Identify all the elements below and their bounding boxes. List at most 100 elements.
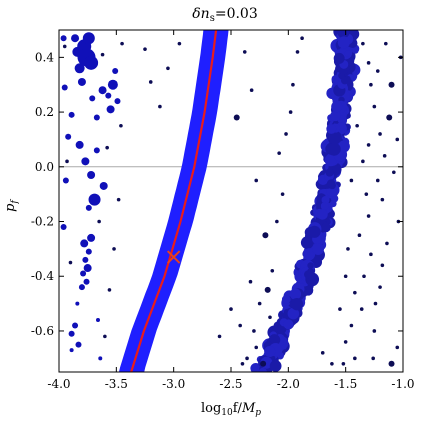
scatter-point: [375, 178, 380, 183]
cluster-point: [87, 171, 96, 180]
dark-band-point: [337, 30, 350, 39]
dark-band-point: [300, 236, 314, 250]
scatter-point: [395, 137, 400, 142]
cluster-point: [95, 318, 100, 323]
scatter-point: [369, 252, 373, 257]
scatter-point: [275, 219, 279, 224]
scatter-point: [148, 80, 153, 84]
scatter-point: [177, 41, 182, 46]
cluster-point: [77, 77, 86, 86]
scatter-point: [295, 50, 300, 54]
scatter-point: [371, 356, 375, 361]
cluster-point: [88, 193, 101, 206]
left-clusters: [60, 32, 121, 361]
scatter-point: [364, 192, 369, 196]
scatter-point: [375, 69, 380, 73]
dark-band-point: [302, 248, 316, 261]
chart-title: δns=0.03: [192, 6, 258, 24]
scatter-point: [343, 340, 348, 344]
cluster-point: [71, 34, 80, 43]
scatter-point: [372, 104, 377, 109]
cluster-point: [68, 330, 75, 337]
bright-band: [118, 30, 229, 372]
scatter-point: [120, 41, 124, 46]
y-tick-label: -0.4: [31, 269, 55, 283]
cluster-point: [105, 92, 112, 99]
cluster-point: [89, 95, 96, 102]
scatter-point: [386, 114, 393, 121]
dark-band-point: [307, 262, 314, 269]
scatter-point: [252, 329, 256, 333]
cluster-point: [60, 35, 67, 42]
scatter-point: [353, 356, 357, 361]
scatter-point: [341, 361, 346, 366]
dark-band-point: [321, 195, 330, 205]
dark-band-point: [331, 101, 343, 113]
scatter-point: [257, 301, 262, 306]
scatter-point: [349, 178, 354, 183]
scatter-point: [330, 361, 334, 366]
scatter-point: [395, 345, 400, 350]
cluster-point: [98, 86, 107, 95]
cluster-point: [61, 84, 68, 91]
cluster-point: [60, 223, 67, 230]
cluster-point: [75, 341, 82, 348]
scatter-point: [264, 286, 271, 293]
y-tick-label: 0.0: [35, 160, 54, 174]
scatter-point: [248, 279, 253, 284]
scatter-point: [100, 52, 105, 57]
dark-band-point: [304, 270, 313, 279]
dark-band-point: [258, 367, 267, 372]
scatter-point: [380, 197, 385, 202]
dark-band-point: [287, 307, 300, 320]
scatter-point: [366, 143, 371, 147]
cluster-point: [81, 157, 90, 166]
scatter-point: [229, 307, 233, 311]
scatter-point: [343, 274, 348, 279]
scatter-point: [288, 110, 293, 114]
cluster-point: [83, 278, 90, 285]
scatter-point: [355, 123, 359, 128]
scatter-point: [249, 88, 254, 92]
scatter-point: [277, 151, 281, 155]
scatter-point: [254, 178, 259, 183]
dark-band-point: [325, 168, 334, 177]
scatter-point: [346, 247, 350, 251]
scatter-point: [240, 361, 245, 366]
y-tick-label: 0.2: [35, 105, 54, 119]
cluster-point: [78, 284, 85, 291]
scatter-point: [268, 315, 272, 320]
scatter-point: [107, 288, 112, 292]
scatter-points: [62, 36, 403, 367]
dark-band-point: [344, 50, 351, 57]
cluster-point: [99, 181, 108, 190]
scatter-point: [372, 329, 377, 333]
red-curve: [130, 30, 218, 372]
cluster-point: [68, 111, 75, 118]
y-axis-label: pf: [3, 199, 20, 212]
x-tick-label: -1.0: [391, 377, 414, 391]
cluster-point: [65, 133, 72, 140]
scatter-point: [284, 132, 288, 136]
dark-band-point: [289, 288, 302, 300]
dark-band-point: [327, 142, 341, 156]
scatter-point: [262, 232, 269, 239]
scatter-point: [119, 123, 123, 128]
scatter-point: [378, 285, 382, 289]
x-tick-label: -3.0: [162, 377, 185, 391]
scatter-point: [380, 263, 385, 268]
scatter-point: [382, 154, 387, 158]
dark-band: [250, 30, 361, 372]
scatter-point: [68, 260, 73, 265]
cluster-point: [75, 301, 80, 306]
cluster-point: [84, 55, 99, 70]
cluster-point: [82, 256, 89, 263]
cluster-point: [62, 177, 69, 184]
dark-band-point: [290, 298, 304, 311]
x-tick-label: -2.5: [219, 377, 242, 391]
dark-band-point: [308, 225, 321, 238]
scatter-point: [280, 192, 285, 196]
cluster-point: [80, 239, 89, 248]
dark-band-point: [276, 324, 287, 334]
cluster-point: [74, 63, 85, 74]
